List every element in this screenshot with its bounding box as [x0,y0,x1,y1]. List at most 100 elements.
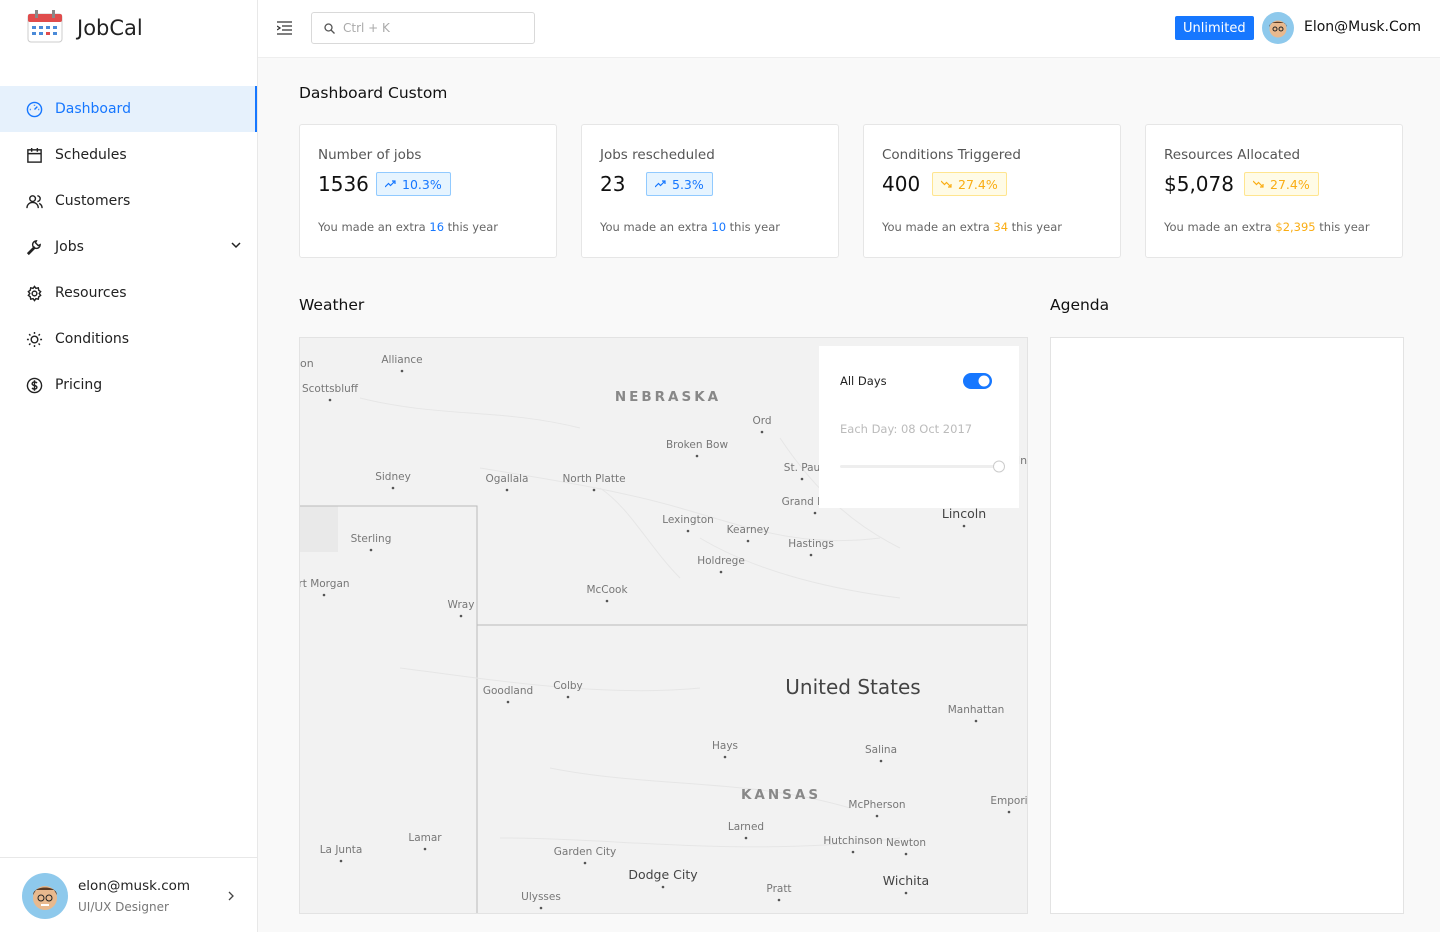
map-label: Hays [712,740,738,752]
map-label: Garden City [554,846,616,858]
trend-icon [655,180,666,188]
map-city-dot [1007,810,1011,814]
stat-value: 1536 [318,172,369,196]
nav-label: Jobs [55,239,84,255]
map-label: United States [785,675,920,699]
trend-line [655,180,666,188]
map-label: St. Pau [784,462,820,474]
nav-label: Pricing [55,377,103,393]
nav-item[interactable]: Resources [0,270,257,316]
nav-item[interactable]: Dashboard [0,86,257,132]
map-city-dot [904,852,908,856]
note-text: You made an extra [318,220,426,234]
map-label: Scottsbluff [302,383,359,395]
avatar[interactable] [1262,12,1294,44]
map-label: Goodland [483,685,533,697]
stat-label: Jobs rescheduled [600,147,715,163]
nav-label: Dashboard [55,101,131,117]
map-label: Ulysses [521,891,561,903]
map-label: McPherson [848,799,905,811]
day-slider[interactable] [840,460,1005,473]
note-text: You made an extra [882,220,990,234]
map-label: McCook [586,584,628,596]
trend-badge: 27.4% [1244,172,1319,196]
map-label: Hutchinson [823,835,882,847]
map-label: Hastings [788,538,834,550]
note-value: $2,395 [1275,220,1316,234]
note-text: You made an extra [600,220,708,234]
nav-item[interactable]: Schedules [0,132,257,178]
note-text: this year [1319,220,1370,234]
trend-icon [1253,180,1264,188]
nav-label: Conditions [55,331,130,347]
nav-label: Schedules [55,147,127,163]
nav-item[interactable]: Pricing [0,362,257,408]
stat-note: You made an extra 16 this year [318,220,498,234]
nav-label: Resources [55,285,127,301]
trend-icon [941,180,952,188]
nav-label: Customers [55,193,131,209]
map-city-dot [322,593,326,597]
map-city-dot [369,548,373,552]
nav-item[interactable]: Conditions [0,316,257,362]
map-label: North Platte [562,473,625,485]
map-city-dot [391,486,395,490]
stat-label: Conditions Triggered [882,147,1021,163]
note-value: 34 [993,220,1009,234]
map-label: Lamar [408,832,442,844]
map-label: Newton [886,837,926,849]
map-city-dot [423,847,427,851]
map-label: Wichita [883,873,929,888]
map-city-dot [809,553,813,557]
map-city-dot [459,614,463,618]
map-panel: All Days Each Day: 08 Oct 2017 [819,346,1019,508]
sidebar: JobCal Dashboard Schedules Customers Job… [0,0,258,932]
trend-line [941,180,952,188]
stat-value: 400 [882,172,921,196]
map-city-dot [328,398,332,402]
map-city-dot [506,700,510,704]
chevron [228,891,234,901]
map-city-dot [760,430,764,434]
section-title: Agenda [1050,296,1110,314]
note-text: this year [447,220,498,234]
chevron [231,242,241,249]
toggle-switch[interactable] [963,373,992,389]
map-city-dot [879,759,883,763]
menu-toggle[interactable] [277,21,292,35]
map-city-dot [744,836,748,840]
map-city-dot [800,477,804,481]
trend-badge: 5.3% [646,172,713,196]
search-input[interactable]: Ctrl + K [311,12,535,44]
map-city-dot [505,488,509,492]
nav-item[interactable]: Customers [0,178,257,224]
map-label: NEBRASKA [615,389,721,405]
trend-value: 5.3% [672,176,704,192]
account-name[interactable]: Elon@Musk.Com [1304,19,1421,35]
day-label: Each Day: 08 Oct 2017 [840,422,972,436]
map-city-dot [605,599,609,603]
map-label: Empori [990,795,1027,807]
trend-badge: 27.4% [932,172,1007,196]
stat-value: $5,078 [1164,172,1234,196]
nav-item[interactable]: Jobs [0,224,257,270]
map-label: Ord [752,415,771,427]
map-label: Ogallala [486,473,529,485]
map-label: Kearney [727,524,770,536]
map-city-dot [339,859,343,863]
map-city-dot [592,488,596,492]
user-card[interactable]: elon@musk.com UI/UX Designer [0,857,257,932]
map-city-dot [851,850,855,854]
stat-card: Resources Allocated $5,078 27.4% You made a… [1145,124,1403,258]
map-city-dot [661,885,665,889]
map-label: Pratt [766,883,791,895]
brand-name: JobCal [77,16,143,40]
map-city-dot [904,891,908,895]
map-label: Holdrege [697,555,745,567]
map-city-dot [583,861,587,865]
weather-map[interactable]: on Alliance Scottsbluff NEBRASKA Ord Broken B… [299,337,1028,914]
trend-line [385,180,396,188]
user-role: UI/UX Designer [78,900,169,914]
plan-badge[interactable]: Unlimited [1175,16,1254,40]
